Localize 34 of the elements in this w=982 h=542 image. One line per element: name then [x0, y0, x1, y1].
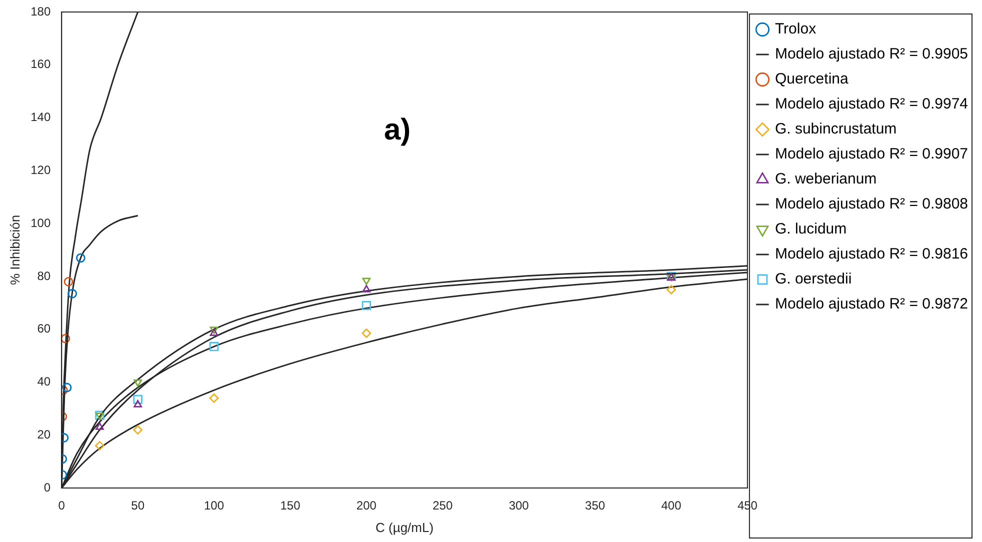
y-tick-label: 160 [30, 57, 51, 72]
y-tick-label: 120 [30, 162, 51, 177]
x-axis-title: C (µg/mL) [376, 520, 434, 535]
annotation: a) [384, 113, 411, 146]
legend-label: G. weberianum [774, 170, 877, 188]
y-tick-label: 20 [37, 427, 51, 442]
x-tick-label: 350 [585, 498, 606, 513]
y-tick-label: 80 [37, 268, 51, 283]
legend-label: Modelo ajustado R² = 0.9907 [774, 146, 968, 163]
x-tick-label: 150 [280, 498, 301, 513]
x-tick-label: 300 [508, 498, 530, 513]
legend-label: Modelo ajustado R² = 0.9872 [774, 296, 968, 313]
x-tick-label: 0 [58, 498, 66, 513]
legend-label: Modelo ajustado R² = 0.9808 [774, 196, 968, 213]
y-tick-label: 100 [30, 216, 51, 230]
legend-label: Trolox [774, 20, 817, 38]
x-tick-label: 250 [432, 498, 453, 513]
y-tick-label: 140 [30, 110, 51, 124]
x-tick-label: 200 [356, 498, 377, 513]
x-tick-label: 100 [204, 498, 224, 513]
x-tick-label: 50 [131, 498, 145, 513]
legend-label: Modelo ajustado R² = 0.9816 [774, 246, 968, 263]
legend-label: Quercetina [774, 70, 849, 88]
legend-label: G. oerstedii [774, 270, 852, 288]
legend-label: Modelo ajustado R² = 0.9905 [774, 46, 968, 63]
y-tick-label: 40 [37, 374, 51, 389]
y-tick-label: 60 [37, 322, 51, 336]
x-tick-label: 400 [661, 498, 682, 513]
legend-label: G. subincrustatum [774, 120, 897, 138]
legend-label: Modelo ajustado R² = 0.9974 [774, 96, 968, 113]
y-tick-label: 180 [30, 4, 51, 18]
y-tick-label: 0 [44, 480, 51, 494]
legend-label: G. lucidum [774, 220, 847, 238]
y-axis-title: % Inhibición [7, 214, 22, 286]
